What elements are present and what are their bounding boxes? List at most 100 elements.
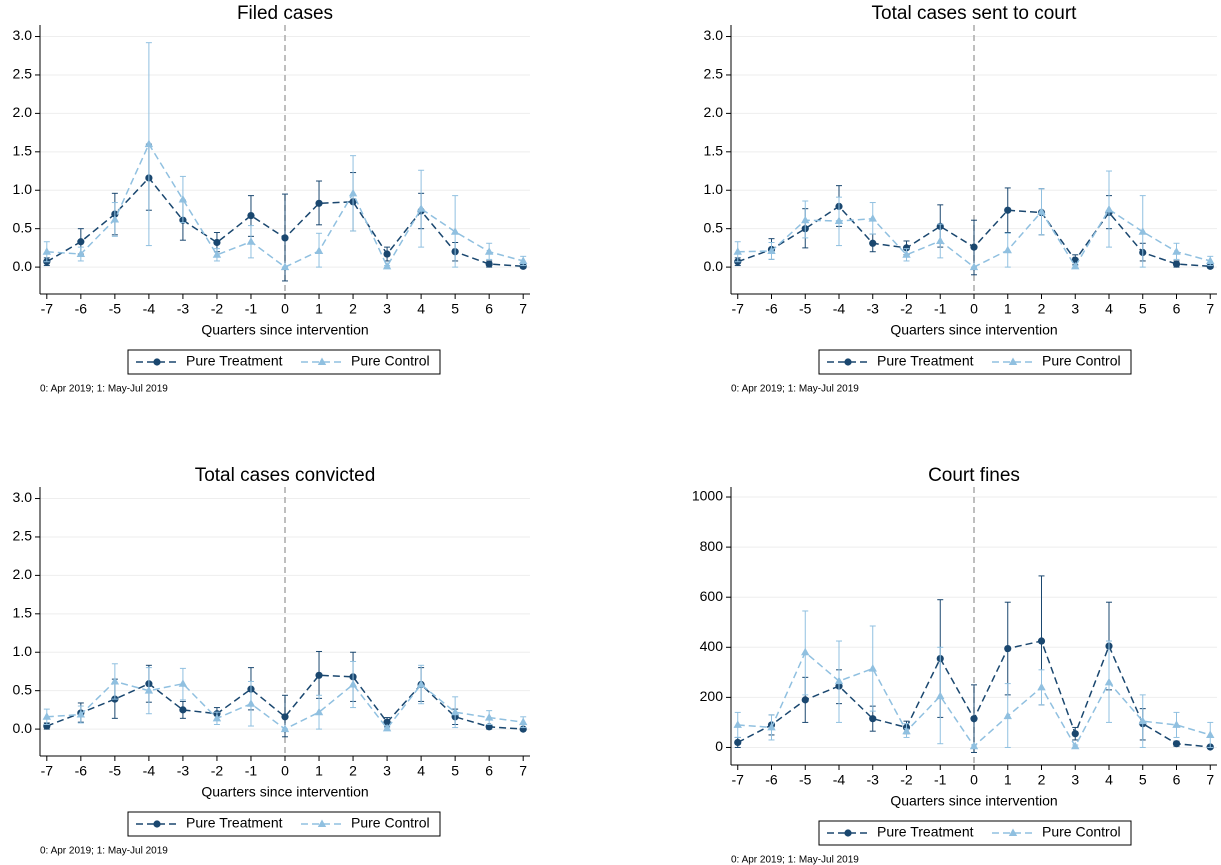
x-tick-label: -7 (732, 772, 745, 788)
marker (315, 671, 323, 679)
x-tick-label: -1 (245, 301, 258, 317)
legend-label: Pure Control (351, 353, 430, 369)
legend-marker (844, 829, 852, 837)
marker (178, 679, 188, 687)
marker (902, 726, 911, 735)
y-tick-label: 3.0 (13, 27, 33, 43)
x-axis-label: Quarters since intervention (890, 322, 1057, 338)
x-tick-label: -6 (75, 301, 88, 317)
x-tick-label: 5 (1139, 301, 1147, 317)
marker (1071, 730, 1079, 738)
marker (1004, 206, 1012, 214)
x-tick-label: -2 (211, 301, 224, 317)
y-tick-label: 0.0 (13, 258, 33, 274)
legend-marker (1008, 357, 1018, 365)
marker (383, 250, 391, 258)
x-tick-label: -3 (867, 772, 880, 788)
x-tick-label: 4 (417, 763, 425, 779)
legend-label: Pure Treatment (877, 824, 974, 840)
x-tick-label: -6 (765, 301, 778, 317)
marker (767, 246, 776, 254)
x-tick-label: -7 (732, 301, 745, 317)
x-tick-label: 0 (970, 772, 978, 788)
x-tick-label: 1 (315, 763, 323, 779)
x-tick-label: 7 (519, 301, 527, 317)
x-tick-label: 6 (1173, 301, 1181, 317)
marker (212, 713, 222, 722)
x-tick-label: 3 (1071, 772, 1079, 788)
x-tick-label: -7 (41, 301, 54, 317)
marker (144, 139, 154, 148)
marker (801, 215, 810, 224)
x-tick-label: 2 (1038, 772, 1046, 788)
x-tick-label: -1 (245, 763, 258, 779)
marker (969, 262, 979, 271)
x-tick-label: -7 (41, 763, 54, 779)
marker (970, 715, 978, 723)
x-tick-label: -2 (900, 772, 913, 788)
x-tick-label: 0 (970, 301, 978, 317)
note: 0: Apr 2019; 1: May-Jul 2019 (731, 384, 859, 395)
y-tick-label: 2.0 (13, 566, 33, 582)
legend-label: Pure Control (1042, 353, 1121, 369)
marker (246, 699, 256, 707)
marker (281, 234, 289, 242)
marker (382, 723, 392, 732)
chart-title: Total cases convicted (195, 465, 376, 486)
x-tick-label: -5 (799, 772, 812, 788)
marker (247, 212, 255, 220)
legend-marker (153, 820, 161, 828)
marker (519, 262, 527, 270)
marker (416, 680, 426, 688)
y-tick-label: 1.5 (13, 605, 33, 621)
marker (1037, 682, 1046, 691)
legend-marker (317, 357, 327, 365)
legend-marker (844, 358, 852, 366)
marker (280, 724, 290, 733)
x-tick-label: -3 (177, 301, 190, 317)
marker (869, 239, 877, 247)
x-tick-label: 3 (1071, 301, 1079, 317)
marker (484, 713, 494, 721)
y-tick-label: 1.5 (13, 143, 33, 159)
x-tick-label: -5 (109, 763, 122, 779)
x-tick-label: -4 (833, 772, 846, 788)
note: 0: Apr 2019; 1: May-Jul 2019 (40, 384, 168, 395)
x-tick-label: 4 (1105, 772, 1113, 788)
x-tick-label: 1 (315, 301, 323, 317)
y-tick-label: 0.5 (13, 681, 33, 697)
marker (110, 214, 120, 223)
marker (484, 247, 494, 255)
legend-marker (317, 819, 327, 827)
marker (869, 715, 877, 723)
x-tick-label: 7 (519, 763, 527, 779)
legend-box (127, 811, 441, 837)
x-tick-label: -5 (799, 301, 812, 317)
y-tick-label: 800 (700, 538, 724, 554)
x-tick-label: 4 (417, 301, 425, 317)
x-axis-label: Quarters since intervention (890, 793, 1057, 809)
y-tick-label: 2.0 (13, 104, 33, 120)
x-tick-label: -1 (934, 301, 947, 317)
marker (178, 194, 188, 203)
x-tick-label: 5 (1139, 772, 1147, 788)
marker (485, 260, 493, 268)
x-tick-label: 0 (281, 301, 289, 317)
panel: Court fines 0 200 400 600 800 1000 -7 -6 -5 -4 -3 -2… (692, 465, 1217, 865)
legend-marker (1008, 828, 1018, 836)
marker (518, 256, 528, 264)
x-tick-label: -2 (211, 763, 224, 779)
x-tick-label: 6 (485, 301, 493, 317)
note: 0: Apr 2019; 1: May-Jul 2019 (731, 855, 859, 865)
chart-title: Court fines (928, 465, 1020, 486)
marker (868, 664, 877, 672)
x-tick-label: 0 (281, 763, 289, 779)
marker (1003, 245, 1012, 254)
marker (970, 243, 978, 251)
marker (518, 717, 528, 726)
marker (1206, 262, 1214, 270)
marker (383, 718, 391, 726)
y-tick-label: 200 (700, 688, 724, 704)
marker (280, 262, 290, 271)
